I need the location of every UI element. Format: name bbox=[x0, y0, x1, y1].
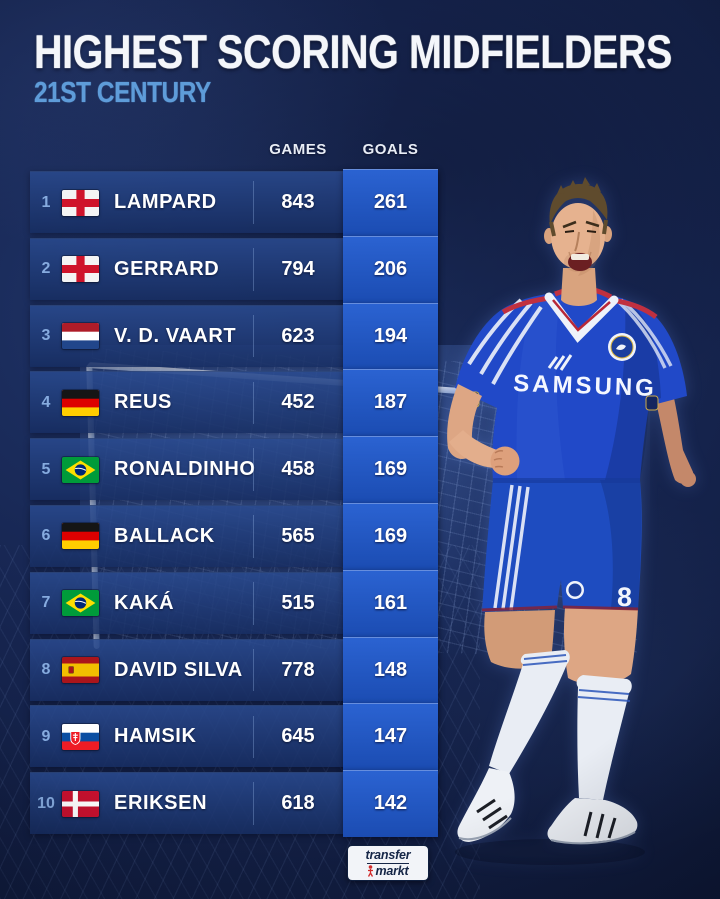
player-name: REUS bbox=[114, 391, 172, 414]
table-row-eriksen: 10 ERIKSEN 618 142 bbox=[30, 770, 438, 838]
goals-value: 147 bbox=[343, 703, 438, 771]
games-value: 565 bbox=[253, 506, 343, 567]
rank-number: 5 bbox=[41, 460, 51, 478]
jersey-sponsor-text: SAMSUNG bbox=[513, 370, 658, 402]
player-name: HAMSIK bbox=[114, 725, 197, 748]
player-name: ERIKSEN bbox=[114, 792, 208, 815]
rank-number: 2 bbox=[41, 260, 51, 278]
player-shadow bbox=[455, 839, 645, 865]
england-flag-icon bbox=[62, 256, 99, 283]
games-value: 778 bbox=[253, 640, 343, 701]
table-row-hamsik: 9 HAMSIK 645 147 bbox=[30, 703, 438, 771]
games-value: 623 bbox=[253, 306, 343, 367]
germany-flag-icon bbox=[62, 389, 99, 416]
rank-number: 10 bbox=[37, 794, 55, 812]
denmark-flag-icon bbox=[62, 790, 99, 817]
page-title: HIGHEST SCORING MIDFIELDERS bbox=[34, 25, 672, 78]
goals-value: 169 bbox=[343, 502, 438, 570]
player-name: KAKÁ bbox=[114, 591, 175, 614]
player-name: GERRARD bbox=[114, 257, 220, 280]
player-name: BALLACK bbox=[114, 524, 215, 547]
games-value: 645 bbox=[253, 706, 343, 767]
goals-value: 148 bbox=[343, 636, 438, 704]
goals-value: 261 bbox=[343, 169, 438, 236]
games-value: 794 bbox=[253, 239, 343, 300]
table-row-ballack: 6 BALLACK 565 169 bbox=[30, 502, 438, 570]
goals-value: 169 bbox=[343, 436, 438, 504]
games-value: 458 bbox=[253, 439, 343, 500]
slovakia-flag-icon bbox=[62, 723, 99, 750]
player-photo: SAMSUNG 8 bbox=[447, 177, 696, 865]
spain-flag-icon bbox=[62, 657, 99, 684]
table-row-ronaldinho: 5 RONALDINHO 458 169 bbox=[30, 436, 438, 504]
table-row-david-silva: 8 DAVID SILVA 778 148 bbox=[30, 636, 438, 704]
games-value: 843 bbox=[253, 172, 343, 233]
goals-value: 206 bbox=[343, 235, 438, 303]
transfermarkt-figure-icon bbox=[368, 865, 374, 877]
goals-column-header: GOALS bbox=[362, 141, 419, 158]
shorts-number-text: 8 bbox=[617, 582, 632, 612]
goals-value: 142 bbox=[343, 770, 438, 838]
table-row-lampard: 1 LAMPARD 843 261 bbox=[30, 169, 438, 236]
table-row-gerrard: 2 GERRARD 794 206 bbox=[30, 235, 438, 303]
player-name: RONALDINHO bbox=[114, 458, 256, 481]
rank-number: 8 bbox=[41, 661, 51, 679]
brazil-flag-icon bbox=[62, 590, 99, 617]
table-row-kak-: 7 KAKÁ 515 161 bbox=[30, 569, 438, 637]
rank-number: 6 bbox=[41, 527, 51, 545]
table-row-reus: 4 REUS 452 187 bbox=[30, 369, 438, 437]
rank-number: 9 bbox=[41, 727, 51, 745]
netherlands-flag-icon bbox=[62, 323, 99, 350]
rank-number: 1 bbox=[41, 193, 51, 211]
rank-number: 7 bbox=[41, 594, 51, 612]
table-row-v-d-vaart: 3 V. D. VAART 623 194 bbox=[30, 302, 438, 370]
rank-number: 4 bbox=[41, 393, 51, 411]
goals-value: 161 bbox=[343, 569, 438, 637]
leaderboard-table: 1 LAMPARD 843 261 2 GERRARD 794 206 3 V. D. VAART… bbox=[30, 169, 438, 838]
logo-text-bottom: markt bbox=[375, 863, 409, 878]
games-value: 452 bbox=[253, 372, 343, 433]
games-column-header: GAMES bbox=[269, 141, 327, 158]
logo-text-top: transfer bbox=[365, 847, 411, 862]
england-flag-icon bbox=[62, 189, 99, 216]
brazil-flag-icon bbox=[62, 456, 99, 483]
player-name: V. D. VAART bbox=[114, 324, 237, 347]
goals-value: 187 bbox=[343, 369, 438, 437]
player-name: DAVID SILVA bbox=[114, 658, 243, 681]
rank-number: 3 bbox=[41, 327, 51, 345]
player-name: LAMPARD bbox=[114, 191, 217, 213]
games-value: 515 bbox=[253, 573, 343, 634]
games-value: 618 bbox=[253, 773, 343, 834]
germany-flag-icon bbox=[62, 523, 99, 550]
page-subtitle: 21ST CENTURY bbox=[34, 77, 211, 109]
transfermarkt-logo: transfer markt bbox=[347, 845, 429, 881]
goals-value: 194 bbox=[343, 302, 438, 370]
